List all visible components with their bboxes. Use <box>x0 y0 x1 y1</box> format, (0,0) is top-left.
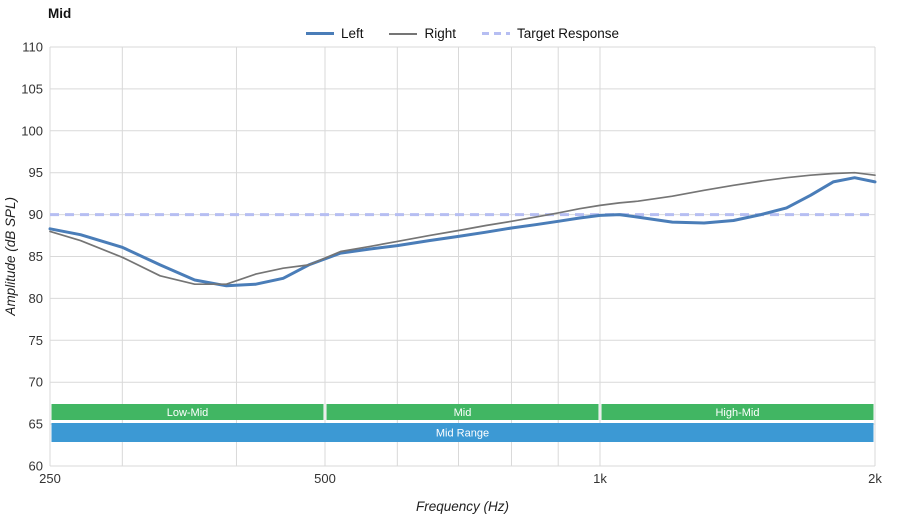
svg-text:75: 75 <box>29 333 43 348</box>
svg-text:Mid Range: Mid Range <box>436 427 489 439</box>
legend-item-target[interactable]: Target Response <box>481 26 620 41</box>
svg-text:60: 60 <box>29 459 43 474</box>
series-lines <box>48 171 877 288</box>
target-line-swatch <box>481 32 510 35</box>
svg-text:1k: 1k <box>593 471 607 486</box>
range-bands: Low-Mid Mid High-Mid Mid Range <box>51 404 874 442</box>
svg-text:85: 85 <box>29 249 43 264</box>
legend: Left Right Target Response <box>50 26 875 41</box>
series-line-left <box>48 176 877 288</box>
svg-text:70: 70 <box>29 375 43 390</box>
legend-label-left: Left <box>340 26 364 41</box>
svg-text:90: 90 <box>29 207 43 222</box>
svg-text:105: 105 <box>21 81 43 96</box>
left-line-swatch <box>305 32 334 35</box>
legend-label-right: Right <box>424 26 456 41</box>
x-axis-title: Frequency (Hz) <box>415 499 510 514</box>
svg-text:Mid: Mid <box>454 407 472 419</box>
series-line-right <box>49 171 876 286</box>
svg-text:100: 100 <box>21 123 43 138</box>
svg-text:250: 250 <box>39 471 61 486</box>
gridlines <box>49 46 876 467</box>
svg-text:95: 95 <box>29 165 43 180</box>
svg-text:Low-Mid: Low-Mid <box>167 407 209 419</box>
svg-text:2k: 2k <box>868 471 882 486</box>
svg-text:80: 80 <box>29 291 43 306</box>
y-axis-title-wrap: Amplitude (dB SPL) <box>0 47 20 466</box>
y-axis-title: Amplitude (dB SPL) <box>2 197 18 316</box>
svg-text:High-Mid: High-Mid <box>715 407 759 419</box>
legend-item-right[interactable]: Right <box>389 26 456 41</box>
chart-title: Mid <box>48 6 72 21</box>
svg-text:500: 500 <box>314 471 336 486</box>
right-line-swatch <box>389 32 418 35</box>
svg-text:65: 65 <box>29 417 43 432</box>
legend-item-left[interactable]: Left <box>305 26 364 41</box>
svg-text:110: 110 <box>22 40 43 55</box>
tick-labels: 60 65 70 75 80 85 90 95 100 105 110 250 500 1k 2k <box>21 40 882 487</box>
legend-label-target: Target Response <box>516 26 620 41</box>
